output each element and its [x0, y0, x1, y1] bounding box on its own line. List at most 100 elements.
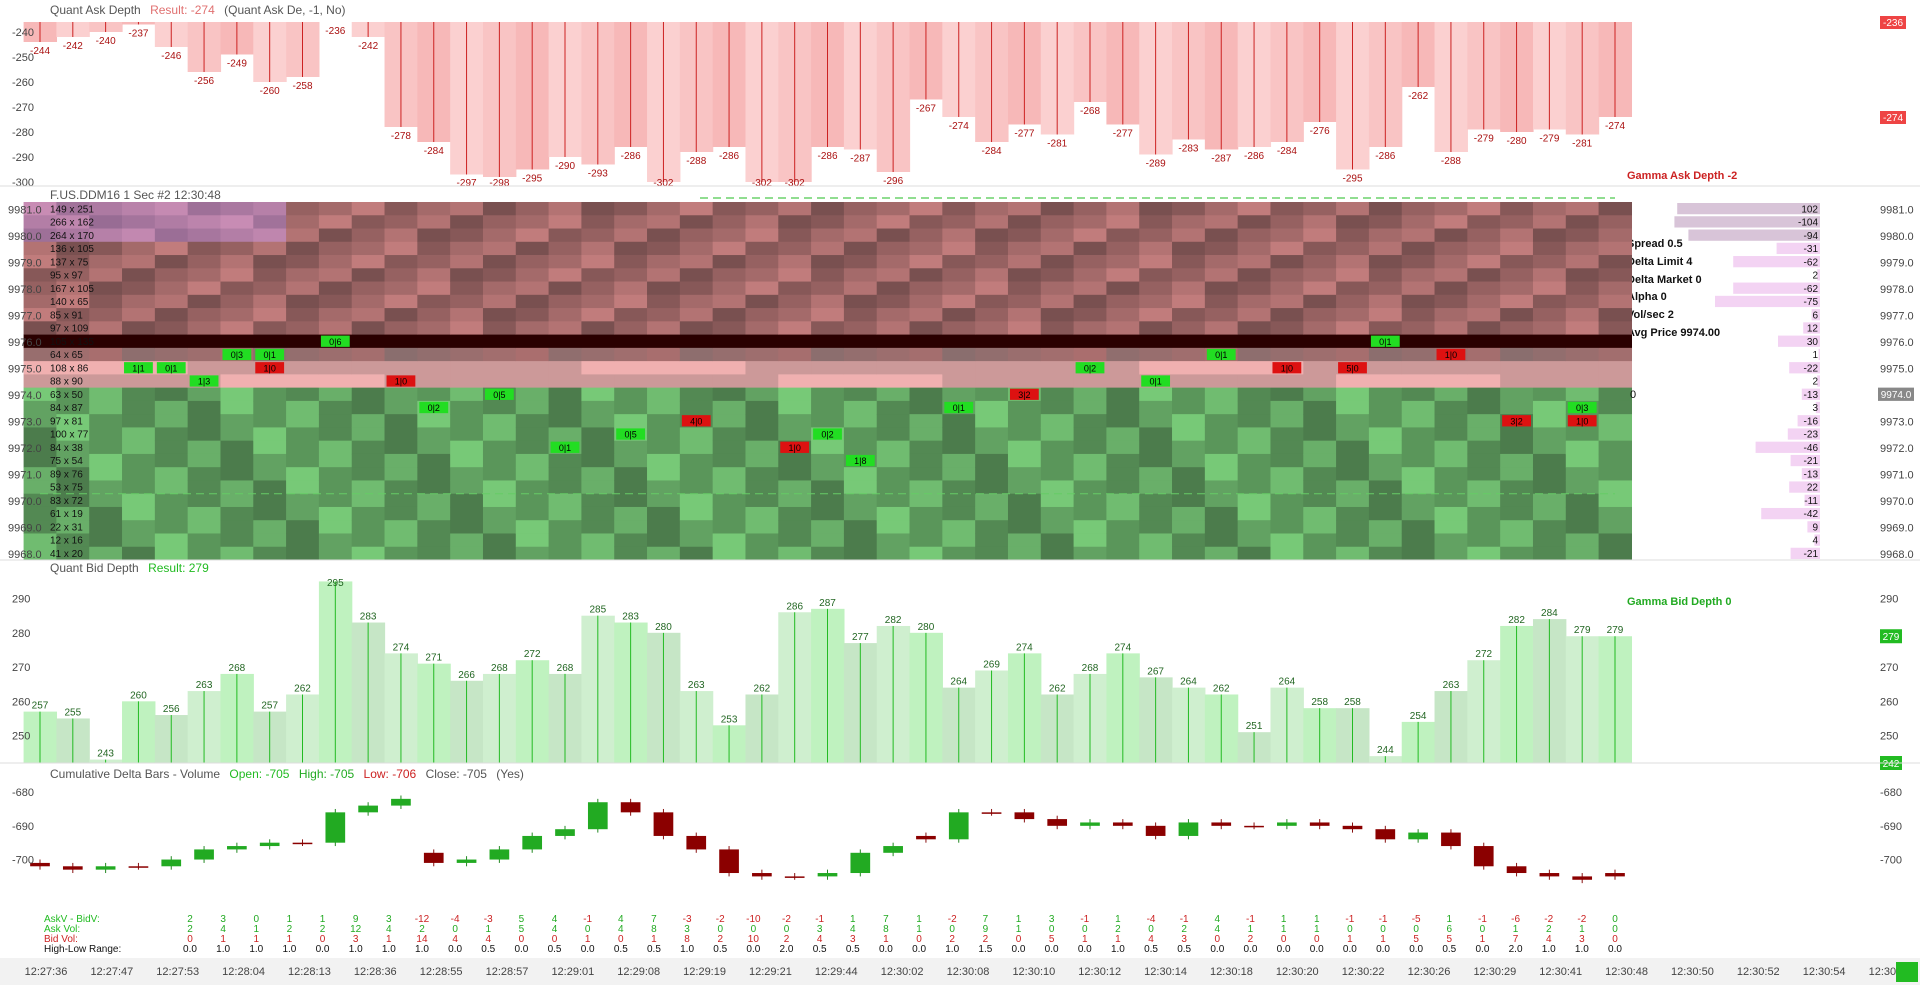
depth-value: 12 [1807, 324, 1819, 335]
heatmap-cell [351, 440, 386, 455]
heatmap-cell [122, 414, 156, 428]
order-marker-text: 0|2 [821, 430, 833, 440]
heatmap-cell [1368, 241, 1403, 256]
bid-depth-value: 283 [622, 612, 639, 623]
heatmap-cell [679, 228, 714, 243]
bid-depth-value: 295 [327, 578, 344, 589]
heatmap-cell [1467, 268, 1501, 282]
heatmap-cell [351, 334, 386, 349]
heatmap-cell [154, 387, 189, 402]
heatmap-cell [1139, 241, 1173, 256]
heatmap-cell [1040, 467, 1075, 481]
heatmap-cell [1139, 268, 1173, 282]
heatmap-cell [778, 268, 812, 282]
table-row-label: Ask Vol: [44, 924, 80, 935]
heatmap-cell [1467, 215, 1501, 229]
heatmap-cell [1073, 228, 1108, 243]
heatmap-cell [1139, 347, 1173, 362]
heatmap-cell [1172, 453, 1206, 468]
table-range: 0.0 [1210, 944, 1224, 955]
heatmap-cell [351, 374, 386, 389]
heatmap-cell [286, 374, 320, 389]
price-tick-left: 9969.0 [8, 522, 42, 534]
heatmap-cell [220, 281, 254, 296]
heatmap-cell [253, 255, 287, 269]
bid-depth-value: 283 [360, 612, 377, 623]
heatmap-cell [712, 202, 747, 216]
table-askv: 3 [817, 924, 823, 935]
heatmap-cell [450, 228, 484, 243]
heatmap-cell [614, 255, 648, 269]
heatmap-cell [876, 506, 911, 521]
heatmap-cell [56, 480, 90, 495]
heatmap-cell [811, 228, 845, 243]
heatmap-cell [1237, 520, 1272, 534]
time-label: 12:30:12 [1078, 966, 1121, 978]
heatmap-cell [56, 387, 90, 402]
heatmap-cell [778, 202, 812, 216]
heatmap-cell [482, 440, 517, 455]
heatmap-cell [1073, 427, 1108, 442]
heatmap-cell [876, 546, 911, 561]
table-bidv: 1 [1082, 934, 1088, 945]
order-marker [255, 348, 285, 361]
heatmap-cell [351, 427, 386, 442]
heatmap-cell [286, 361, 320, 375]
heatmap-cell [220, 533, 254, 548]
heatmap-cell [1040, 520, 1075, 534]
heatmap-cell [1532, 255, 1567, 269]
heatmap-cell [515, 414, 550, 428]
heatmap-cell [614, 533, 648, 548]
heatmap-cell [614, 347, 648, 362]
heatmap-cell [1467, 440, 1501, 455]
candle-body [1309, 822, 1330, 826]
heatmap-cell [1073, 241, 1108, 256]
heatmap-cell [187, 228, 222, 243]
heatmap-cell [647, 334, 681, 349]
heatmap-cell [1434, 533, 1468, 548]
heatmap-cell [581, 281, 615, 296]
heatmap-cell [1565, 268, 1600, 282]
table-range: 2.0 [780, 944, 794, 955]
heatmap-cell [1040, 202, 1075, 216]
heatmap-cell [417, 520, 451, 534]
heatmap-cell [450, 427, 484, 442]
order-marker-text: 4|0 [690, 416, 702, 426]
heatmap-cell [515, 520, 550, 534]
heatmap-cell [1467, 294, 1501, 309]
heatmap-cell [23, 241, 58, 256]
table-diff: 4 [552, 914, 558, 925]
heatmap-cell [1073, 202, 1108, 216]
heatmap-cell [1106, 308, 1140, 322]
time-label: 12:29:01 [551, 966, 594, 978]
heatmap-cell [1532, 427, 1567, 442]
heatmap-cell [1139, 520, 1173, 534]
time-label: 12:28:57 [486, 966, 529, 978]
order-marker [1567, 401, 1597, 414]
heatmap-cell [1598, 268, 1633, 282]
heatmap-cell [1500, 294, 1534, 309]
heatmap-cell [614, 414, 648, 428]
heatmap-cell [1500, 387, 1534, 402]
stat-avg-price: Avg Price 9974.00 [1627, 327, 1721, 339]
heatmap-cell [318, 321, 353, 335]
heatmap-cell [745, 334, 779, 349]
heatmap-cell [1204, 268, 1239, 282]
order-marker-text: 0|5 [624, 430, 636, 440]
heatmap-cell [154, 347, 189, 362]
ask-depth-value: -279 [1539, 134, 1559, 145]
heatmap-cell [712, 321, 747, 335]
order-marker-text: 0|6 [329, 337, 341, 347]
heatmap-cell [679, 347, 714, 362]
heatmap-cell [384, 453, 418, 468]
heatmap-cell [286, 347, 320, 362]
price-tick: 9978.0 [1880, 284, 1914, 296]
table-askv: 12 [350, 924, 362, 935]
heatmap-cell [351, 480, 386, 495]
heatmap-cell [1336, 334, 1370, 349]
candle-body [292, 842, 313, 845]
heatmap-cell [450, 294, 484, 309]
order-marker-text: 0|1 [559, 443, 571, 453]
heatmap-cell [1270, 440, 1304, 455]
